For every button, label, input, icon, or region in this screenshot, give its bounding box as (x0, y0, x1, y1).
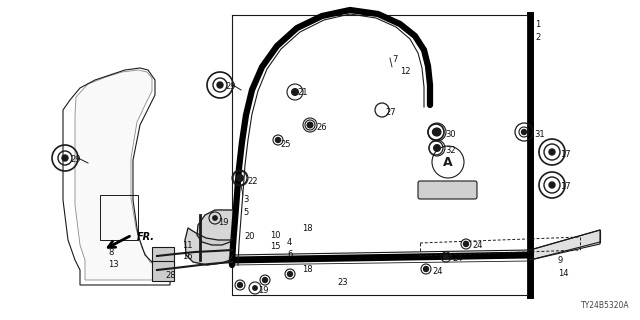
Circle shape (212, 216, 217, 220)
Circle shape (237, 175, 243, 181)
Circle shape (62, 155, 68, 161)
Circle shape (424, 267, 429, 271)
Text: 2: 2 (535, 33, 540, 42)
Circle shape (444, 254, 449, 260)
Text: 23: 23 (337, 278, 348, 287)
Text: 14: 14 (558, 269, 568, 278)
Text: 20: 20 (244, 232, 255, 241)
Text: 15: 15 (270, 242, 280, 251)
Circle shape (434, 145, 440, 151)
Circle shape (463, 242, 468, 246)
Text: 17: 17 (560, 182, 571, 191)
Text: FR.: FR. (137, 232, 155, 242)
Circle shape (433, 129, 440, 135)
Text: 30: 30 (445, 130, 456, 139)
Text: 18: 18 (302, 224, 312, 233)
Text: 29: 29 (70, 155, 81, 164)
Polygon shape (197, 210, 232, 245)
FancyBboxPatch shape (152, 247, 174, 265)
Text: 21: 21 (297, 88, 307, 97)
Text: 10: 10 (270, 231, 280, 240)
Circle shape (275, 138, 280, 142)
Text: 17: 17 (560, 150, 571, 159)
Circle shape (307, 122, 313, 128)
Text: 27: 27 (385, 108, 396, 117)
Circle shape (262, 277, 268, 283)
Circle shape (287, 271, 292, 276)
Polygon shape (75, 70, 165, 280)
Polygon shape (185, 228, 232, 265)
FancyBboxPatch shape (418, 181, 477, 199)
Text: 24: 24 (452, 254, 463, 263)
Text: 5: 5 (243, 208, 248, 217)
Text: A: A (443, 156, 453, 169)
Text: 3: 3 (243, 195, 248, 204)
Circle shape (307, 123, 312, 127)
Text: 12: 12 (400, 67, 410, 76)
Text: 8: 8 (108, 248, 113, 257)
Circle shape (253, 286, 257, 290)
Text: 1: 1 (535, 20, 540, 29)
Polygon shape (530, 230, 600, 260)
Text: 25: 25 (280, 140, 291, 149)
Text: 26: 26 (316, 123, 326, 132)
Text: 22: 22 (247, 177, 257, 186)
Circle shape (237, 283, 243, 287)
Text: 6: 6 (287, 250, 292, 259)
Text: 9: 9 (558, 256, 563, 265)
Circle shape (237, 175, 243, 181)
Text: 18: 18 (302, 265, 312, 274)
Text: 31: 31 (534, 130, 545, 139)
Circle shape (217, 82, 223, 88)
Text: 29: 29 (225, 82, 236, 91)
Circle shape (292, 89, 298, 95)
Circle shape (522, 130, 527, 134)
Text: 16: 16 (182, 252, 193, 261)
Text: 13: 13 (108, 260, 118, 269)
Text: 32: 32 (445, 146, 456, 155)
Circle shape (549, 149, 555, 155)
Text: 11: 11 (182, 241, 193, 250)
Text: 24: 24 (472, 241, 483, 250)
Text: 24: 24 (432, 267, 442, 276)
Circle shape (433, 128, 441, 136)
Text: 7: 7 (392, 55, 397, 64)
FancyBboxPatch shape (152, 261, 174, 281)
Text: 28: 28 (165, 271, 175, 280)
Text: 19: 19 (258, 286, 269, 295)
Text: 19: 19 (218, 218, 228, 227)
Text: 4: 4 (287, 238, 292, 247)
Text: TY24B5320A: TY24B5320A (581, 301, 630, 310)
Circle shape (549, 182, 555, 188)
